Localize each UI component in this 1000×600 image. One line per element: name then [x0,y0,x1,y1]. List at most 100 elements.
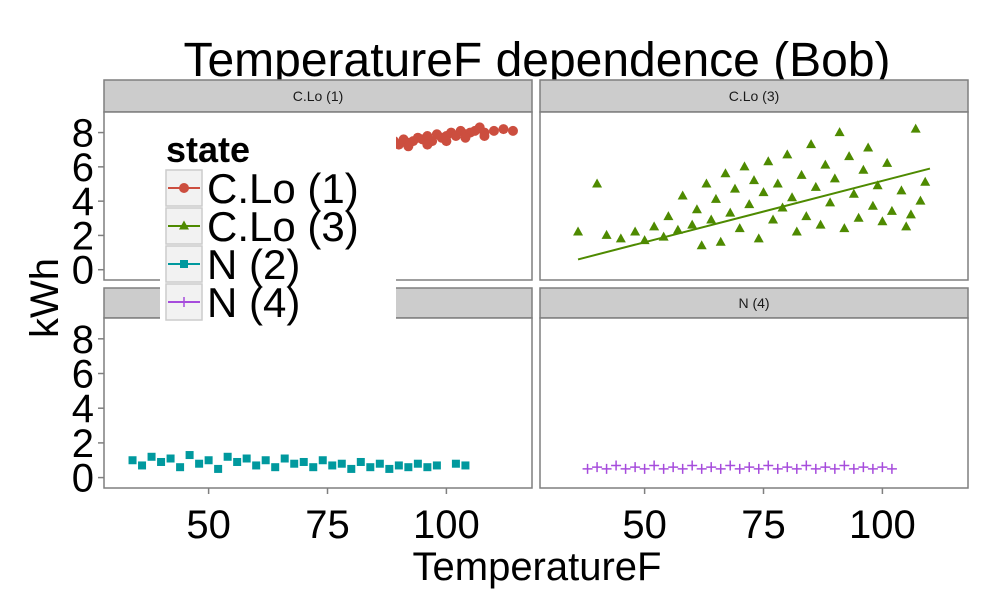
data-point [261,456,270,465]
data-point [753,463,764,474]
data-point [252,461,261,470]
data-point [810,181,821,191]
data-point [715,236,726,246]
data-point [630,462,641,473]
x-tick-label: 100 [849,503,916,547]
facet-strip-label: C.Lo (1) [293,88,344,104]
data-point [677,190,688,200]
data-point [763,156,774,166]
legend-item: N (2) [165,241,300,288]
data-point [176,463,185,472]
legend-marker [180,260,188,268]
facet-panel [103,287,533,489]
data-point [763,460,774,471]
data-point [290,459,299,468]
data-point [687,219,698,229]
x-tick-label: 50 [622,503,667,547]
data-point [844,151,855,161]
data-point [366,463,375,472]
data-point [422,139,433,150]
data-point [729,183,740,193]
data-point [233,457,242,466]
data-point [877,462,888,473]
x-tick-label: 75 [741,503,786,547]
data-point [791,226,802,236]
data-point [806,139,817,149]
trend-line [577,167,931,261]
data-point [479,131,490,141]
data-point [772,463,783,474]
data-point [649,221,660,231]
facet-strip [539,287,969,319]
data-point [706,462,717,473]
data-point [138,461,147,470]
y-tick-label: 8 [72,112,94,156]
data-point [451,459,460,468]
data-point [734,223,745,233]
data-point [801,460,812,471]
facet-plot-area [539,111,969,281]
data-point [204,456,213,465]
data-point [696,463,707,474]
data-point [753,233,764,243]
data-point [905,209,916,219]
data-point [725,207,736,217]
data-point [810,463,821,474]
data-point [901,221,912,231]
facet-plot-area [103,317,533,489]
y-tick-label: 6 [72,146,94,190]
data-point [375,459,384,468]
data-point [677,463,688,474]
facet-plot-area [539,317,969,489]
facet-strip [539,79,969,113]
y-tick-label: 8 [72,318,94,362]
data-point [758,187,769,197]
data-point [734,463,745,474]
data-point [801,211,812,221]
data-point [615,233,626,243]
legend-item: N (4) [165,279,300,326]
y-axis-title: kWh [23,258,67,338]
y-tick-label: 2 [72,422,94,466]
data-point [768,214,779,224]
data-point [877,216,888,226]
data-point [663,211,674,221]
data-point [147,452,156,461]
data-point [896,185,907,195]
y-tick-label: 4 [72,387,94,431]
data-point [299,457,308,466]
series-points [573,123,931,250]
data-point [423,463,432,472]
data-point [915,195,926,205]
legend-label: N (4) [207,279,300,326]
data-point [461,461,470,470]
x-axis-title: TemperatureF [413,545,662,589]
data-point [867,200,878,210]
data-point [834,127,845,137]
legend-label: C.Lo (1) [207,165,359,212]
data-point [214,464,223,473]
data-point [271,463,280,472]
data-point [739,161,750,171]
data-point [507,125,518,136]
data-point [744,199,755,209]
data-point [441,136,452,147]
data-point [796,169,807,179]
facet-strip [103,79,533,113]
data-point [672,224,683,234]
data-point [858,164,869,174]
legend-title: state [166,129,250,170]
legend-items: C.Lo (1)C.Lo (3)N (2)N (4) [165,165,359,326]
data-point [791,463,802,474]
data-point [691,204,702,214]
data-point [498,124,509,135]
data-point [630,226,641,236]
data-point [910,123,921,133]
data-point [611,460,622,471]
data-point [337,459,346,468]
y-tick-label: 0 [72,457,94,501]
data-point [185,451,194,460]
data-point [280,454,289,463]
data-point [782,149,793,159]
